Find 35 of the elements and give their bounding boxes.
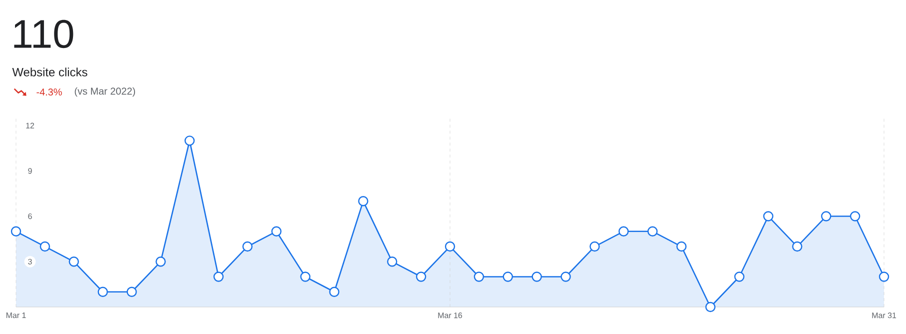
point (98, 286, 108, 297)
point (474, 272, 484, 282)
point (502, 272, 513, 282)
point (387, 256, 398, 267)
point (705, 302, 716, 312)
point (184, 136, 195, 146)
point (242, 241, 253, 252)
point (68, 256, 79, 267)
point (358, 196, 368, 206)
text: (vs Mar 2022) (74, 87, 136, 97)
point (126, 286, 137, 297)
point (878, 272, 890, 282)
point (10, 226, 22, 236)
point (40, 241, 50, 252)
point (300, 272, 310, 282)
point (416, 272, 426, 282)
point (850, 211, 860, 222)
point (532, 272, 542, 282)
point (271, 226, 282, 236)
chart-subtitle: Website clicks (12, 68, 88, 76)
point (156, 256, 166, 267)
chart-title: 110 (14, 20, 74, 48)
point (618, 226, 629, 236)
point (329, 286, 340, 297)
point (560, 272, 571, 282)
point (590, 241, 600, 252)
point (213, 272, 224, 282)
point (821, 211, 832, 222)
point (647, 226, 658, 236)
point (676, 241, 687, 252)
point (763, 211, 774, 222)
point (734, 272, 744, 282)
point (444, 241, 456, 252)
point (792, 241, 802, 252)
text: -4.3% (36, 88, 62, 96)
